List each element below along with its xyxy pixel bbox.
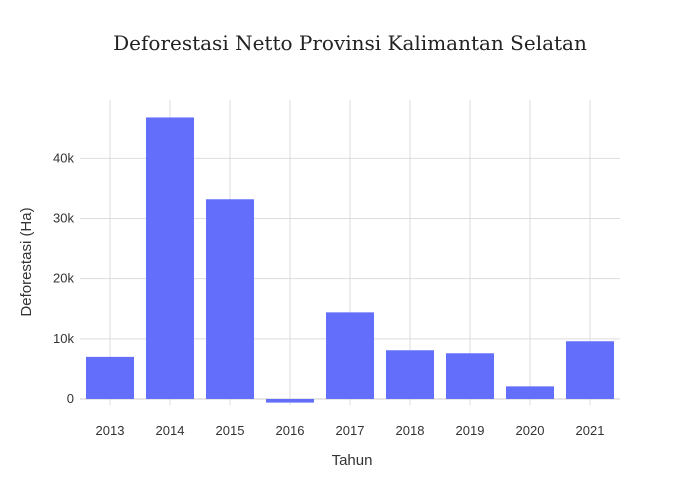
bar-2013[interactable] bbox=[86, 356, 134, 399]
x-axis-ticks: 2013 2014 2015 2016 2017 2018 2019 2020 2021 bbox=[96, 423, 605, 438]
x-tick-label: 2014 bbox=[156, 423, 185, 438]
bars bbox=[86, 117, 614, 403]
x-tick-label: 2017 bbox=[336, 423, 365, 438]
bar-2020[interactable] bbox=[506, 386, 554, 399]
bar-2019[interactable] bbox=[446, 353, 494, 399]
bar-2014[interactable] bbox=[146, 117, 194, 399]
x-tick-label: 2016 bbox=[276, 423, 305, 438]
x-tick-label: 2015 bbox=[216, 423, 245, 438]
bar-2021[interactable] bbox=[566, 341, 614, 399]
y-tick-label: 0 bbox=[67, 391, 74, 406]
chart-title: Deforestasi Netto Provinsi Kalimantan Se… bbox=[113, 31, 587, 55]
y-tick-label: 30k bbox=[53, 211, 74, 226]
y-axis-title: Deforestasi (Ha) bbox=[18, 207, 35, 316]
y-tick-label: 20k bbox=[53, 271, 74, 286]
x-tick-label: 2013 bbox=[96, 423, 125, 438]
y-tick-label: 40k bbox=[53, 150, 74, 165]
bar-2015[interactable] bbox=[206, 199, 254, 399]
y-tick-label: 10k bbox=[53, 331, 74, 346]
bar-2018[interactable] bbox=[386, 350, 434, 399]
x-tick-label: 2021 bbox=[576, 423, 605, 438]
x-tick-label: 2018 bbox=[396, 423, 425, 438]
x-axis-title: Tahun bbox=[332, 452, 373, 469]
bar-2017[interactable] bbox=[326, 312, 374, 399]
x-tick-label: 2019 bbox=[456, 423, 485, 438]
x-tick-label: 2020 bbox=[516, 423, 545, 438]
y-axis-ticks: 0 10k 20k 30k 40k bbox=[53, 150, 74, 406]
bar-2016[interactable] bbox=[266, 398, 314, 403]
